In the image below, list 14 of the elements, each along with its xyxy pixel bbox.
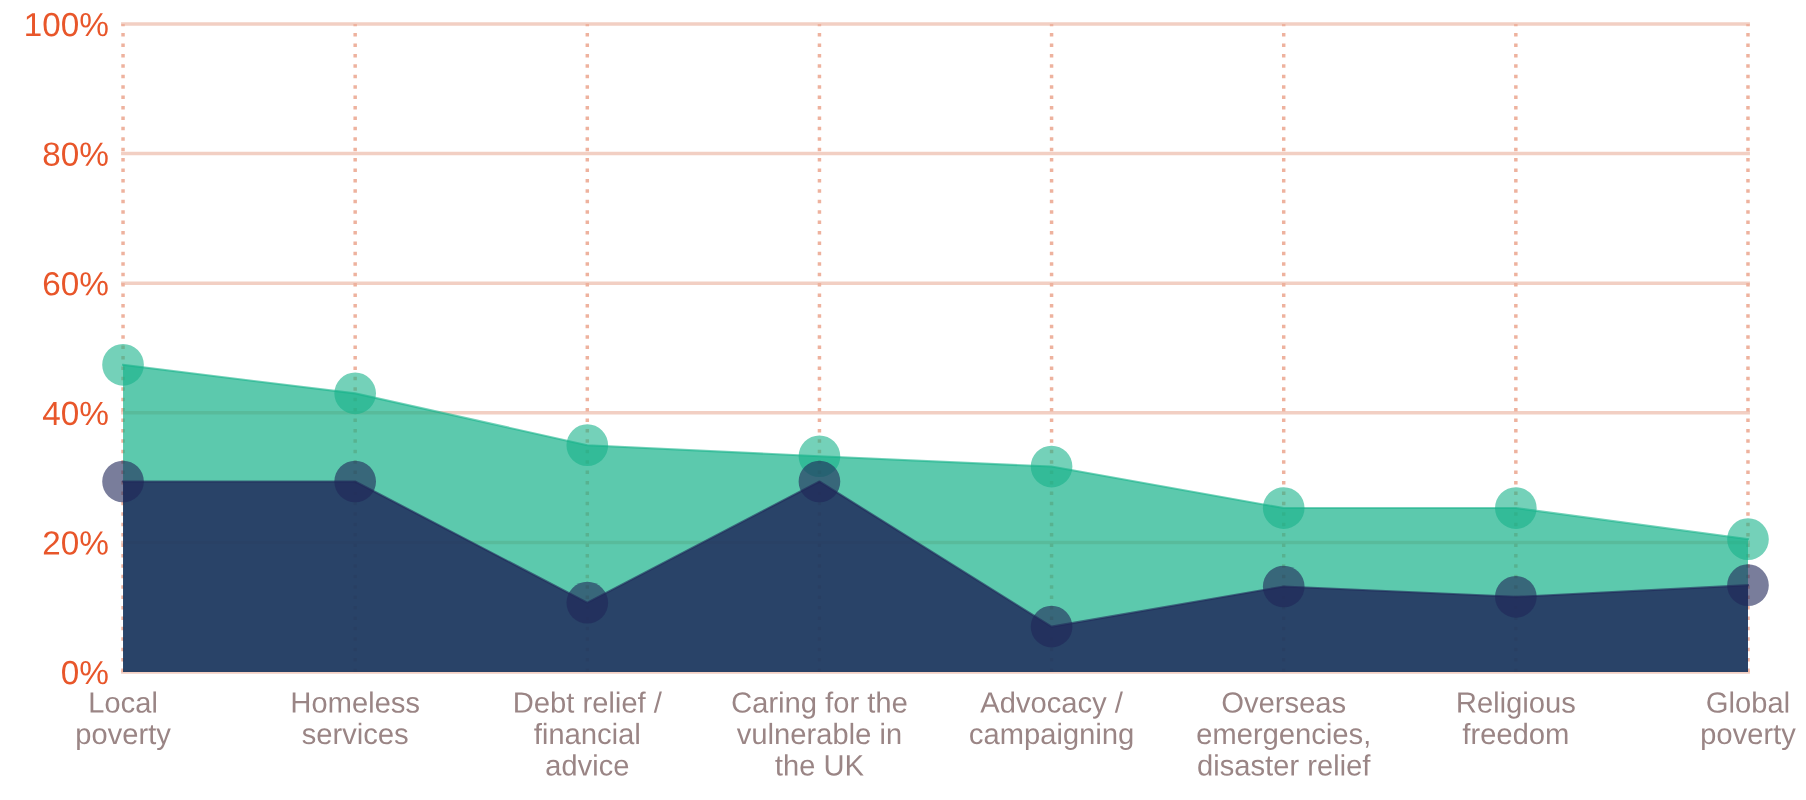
x-tick-label: Debt relief / financial advice [515, 691, 662, 776]
x-tick-label: Local poverty [77, 691, 171, 751]
x-tick-label: Advocacy / campaigning [970, 691, 1133, 751]
x-tick-label: Homeless services [292, 691, 419, 745]
y-tick-label: 0% [62, 660, 108, 685]
x-tick-label: Religious freedom [1458, 691, 1575, 745]
y-tick-label: 40% [42, 401, 108, 426]
x-tick-label: Caring for the vulnerable in the UK [732, 691, 907, 776]
x-tick-label: Overseas emergencies, disaster relief [1197, 692, 1371, 776]
x-tick-label: Global poverty [1702, 691, 1796, 751]
y-tick-label: 80% [43, 142, 108, 167]
y-tick-label: 20% [43, 531, 108, 555]
y-tick-label: 60% [43, 272, 108, 296]
y-tick-label: 100% [26, 12, 108, 37]
